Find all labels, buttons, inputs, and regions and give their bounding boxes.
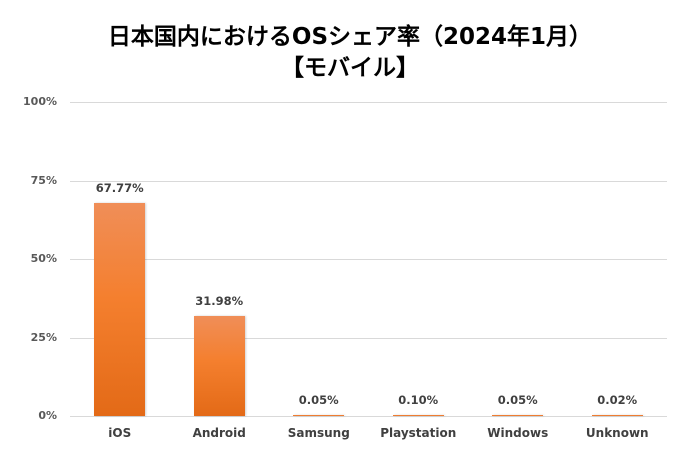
x-label-windows: Windows bbox=[487, 426, 549, 440]
y-tick-100: 100% bbox=[23, 95, 57, 108]
bar-playstation bbox=[392, 414, 444, 416]
plot-area bbox=[70, 102, 667, 417]
value-label-ios: 67.77% bbox=[95, 181, 144, 196]
y-tick-25: 25% bbox=[30, 331, 57, 344]
gridline-25 bbox=[70, 338, 667, 339]
bar-unknown bbox=[591, 414, 643, 416]
y-tick-0: 0% bbox=[38, 409, 57, 422]
x-axis-line bbox=[70, 416, 667, 417]
gridline-75 bbox=[70, 181, 667, 182]
x-label-android: Android bbox=[192, 426, 246, 440]
gridline-50 bbox=[70, 259, 667, 260]
bar-windows bbox=[492, 414, 544, 416]
bar-samsung bbox=[293, 414, 345, 416]
y-tick-75: 75% bbox=[30, 174, 57, 187]
value-label-windows: 0.05% bbox=[497, 392, 538, 407]
value-label-playstation: 0.10% bbox=[398, 392, 439, 407]
value-label-unknown: 0.02% bbox=[597, 392, 638, 407]
chart-subtitle: 【モバイル】 bbox=[281, 55, 419, 81]
value-label-samsung: 0.05% bbox=[298, 392, 339, 407]
x-label-ios: iOS bbox=[108, 426, 132, 440]
gridline-100 bbox=[70, 102, 667, 103]
bar-ios bbox=[94, 203, 146, 416]
value-label-android: 31.98% bbox=[195, 293, 244, 308]
bar-android bbox=[193, 315, 245, 416]
x-label-playstation: Playstation bbox=[380, 426, 457, 440]
y-tick-50: 50% bbox=[30, 252, 57, 265]
x-label-samsung: Samsung bbox=[287, 426, 350, 440]
x-label-unknown: Unknown bbox=[585, 426, 649, 440]
chart-title: 日本国内におけるOSシェア率（2024年1月） bbox=[107, 24, 593, 50]
